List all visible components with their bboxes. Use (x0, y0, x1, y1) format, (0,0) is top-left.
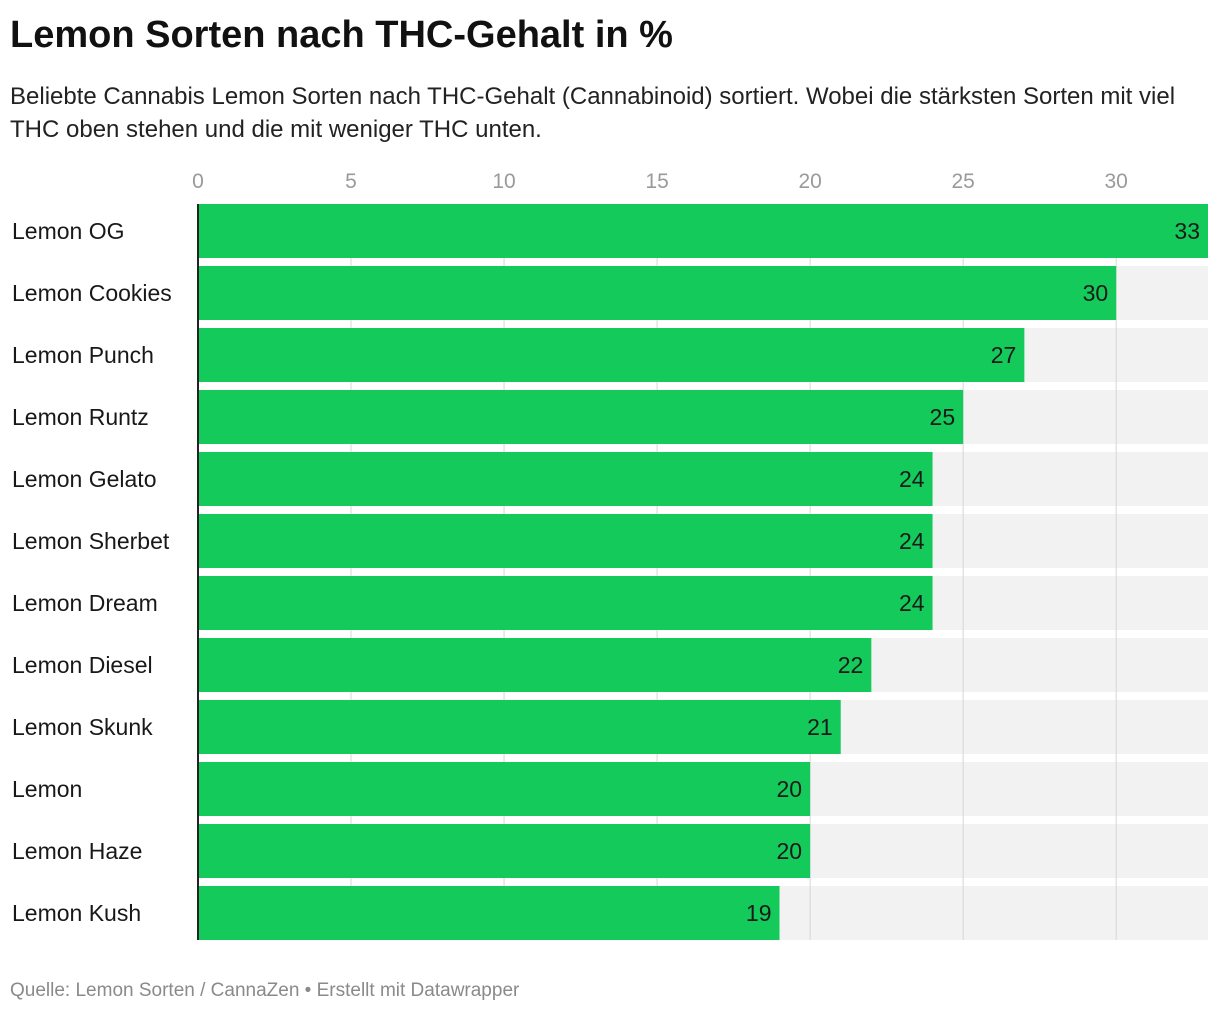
x-tick-label: 10 (492, 170, 515, 193)
data-label: 21 (807, 714, 833, 740)
source-footer: Quelle: Lemon Sorten / CannaZen • Erstel… (10, 980, 520, 1001)
x-tick-label: 15 (645, 170, 668, 193)
data-label: 30 (1083, 280, 1109, 306)
bar (198, 452, 933, 506)
bar (198, 328, 1025, 382)
data-label: 24 (899, 590, 925, 616)
data-label: 19 (746, 900, 772, 926)
data-label: 22 (838, 652, 864, 678)
bar (198, 576, 933, 630)
category-label: Lemon OG (12, 218, 125, 244)
chart-title: Lemon Sorten nach THC-Gehalt in % (10, 14, 673, 56)
data-label: 27 (991, 342, 1017, 368)
data-label: 33 (1174, 218, 1200, 244)
bar (198, 204, 1208, 258)
data-label: 24 (899, 528, 925, 554)
category-label: Lemon Dream (12, 590, 158, 616)
data-label: 20 (777, 838, 803, 864)
x-tick-label: 25 (951, 170, 974, 193)
bar (198, 266, 1117, 320)
bar (198, 390, 964, 444)
category-label: Lemon Diesel (12, 652, 153, 678)
category-label: Lemon Gelato (12, 466, 156, 492)
x-tick-label: 5 (345, 170, 357, 193)
category-label: Lemon Haze (12, 838, 142, 864)
bar (198, 638, 872, 692)
x-tick-label: 30 (1105, 170, 1128, 193)
bar (198, 886, 780, 940)
bar (198, 700, 841, 754)
bar (198, 824, 811, 878)
bar (198, 514, 933, 568)
category-label: Lemon Sherbet (12, 528, 170, 554)
data-label: 24 (899, 466, 925, 492)
category-label: Lemon Kush (12, 900, 141, 926)
x-tick-label: 20 (798, 170, 821, 193)
bar (198, 762, 811, 816)
category-label: Lemon Skunk (12, 714, 153, 740)
data-label: 25 (930, 404, 956, 430)
x-tick-label: 0 (192, 170, 204, 193)
category-label: Lemon Runtz (12, 404, 149, 430)
chart-subtitle: Beliebte Cannabis Lemon Sorten nach THC-… (10, 83, 1176, 143)
category-label: Lemon Punch (12, 342, 154, 368)
category-label: Lemon Cookies (12, 280, 172, 306)
data-label: 20 (777, 776, 803, 802)
bar-chart: 0 5 10 15 20 25 30 Lemon OG 33 Lemon Cookies 30 Lem… (12, 170, 1208, 940)
category-label: Lemon (12, 776, 82, 802)
